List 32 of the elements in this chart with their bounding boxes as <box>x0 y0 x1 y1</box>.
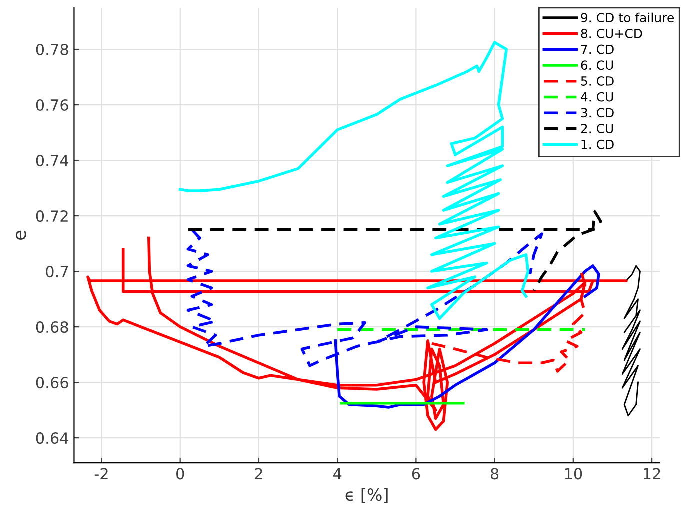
x-tick-label: 10 <box>565 468 582 480</box>
line-series <box>178 41 530 320</box>
y-axis-title: e <box>16 230 26 240</box>
x-tick-label: 0 <box>176 468 184 480</box>
legend-label: 9. CD to failure <box>581 12 674 23</box>
line-series <box>622 265 641 417</box>
y-tick-label: 0.78 <box>36 44 68 56</box>
legend-label: 7. CD <box>581 44 614 54</box>
y-tick-label: 0.7 <box>46 266 68 278</box>
y-tick-label: 0.76 <box>36 99 68 112</box>
line-series <box>86 236 628 432</box>
x-tick-label: 12 <box>644 468 660 480</box>
legend-label: 2. CU <box>581 124 614 134</box>
x-tick-label: 8 <box>490 468 499 480</box>
legend-label: 3. CD <box>581 108 614 118</box>
x-tick-label: 2 <box>255 468 262 480</box>
x-tick-label: -2 <box>94 468 108 480</box>
y-tick-label: 0.68 <box>36 322 68 334</box>
y-tick-label: 0.66 <box>36 377 68 389</box>
legend-label: 4. CU <box>581 92 614 102</box>
y-tick-label: 0.72 <box>36 210 68 222</box>
legend-label: 5. CD <box>581 76 614 86</box>
x-tick-label: 4 <box>333 468 342 480</box>
line-series <box>186 210 602 292</box>
y-tick-label: 0.74 <box>36 154 69 167</box>
legend-label: 6. CU <box>581 60 614 70</box>
line-series <box>430 270 587 373</box>
x-tick-label: 6 <box>412 468 420 480</box>
y-tick-label: 0.64 <box>36 432 69 444</box>
legend-label: 1. CD <box>582 140 614 150</box>
x-axis-title: ϵ [%] <box>346 488 388 504</box>
legend-label: 8. CU+CD <box>581 28 642 38</box>
